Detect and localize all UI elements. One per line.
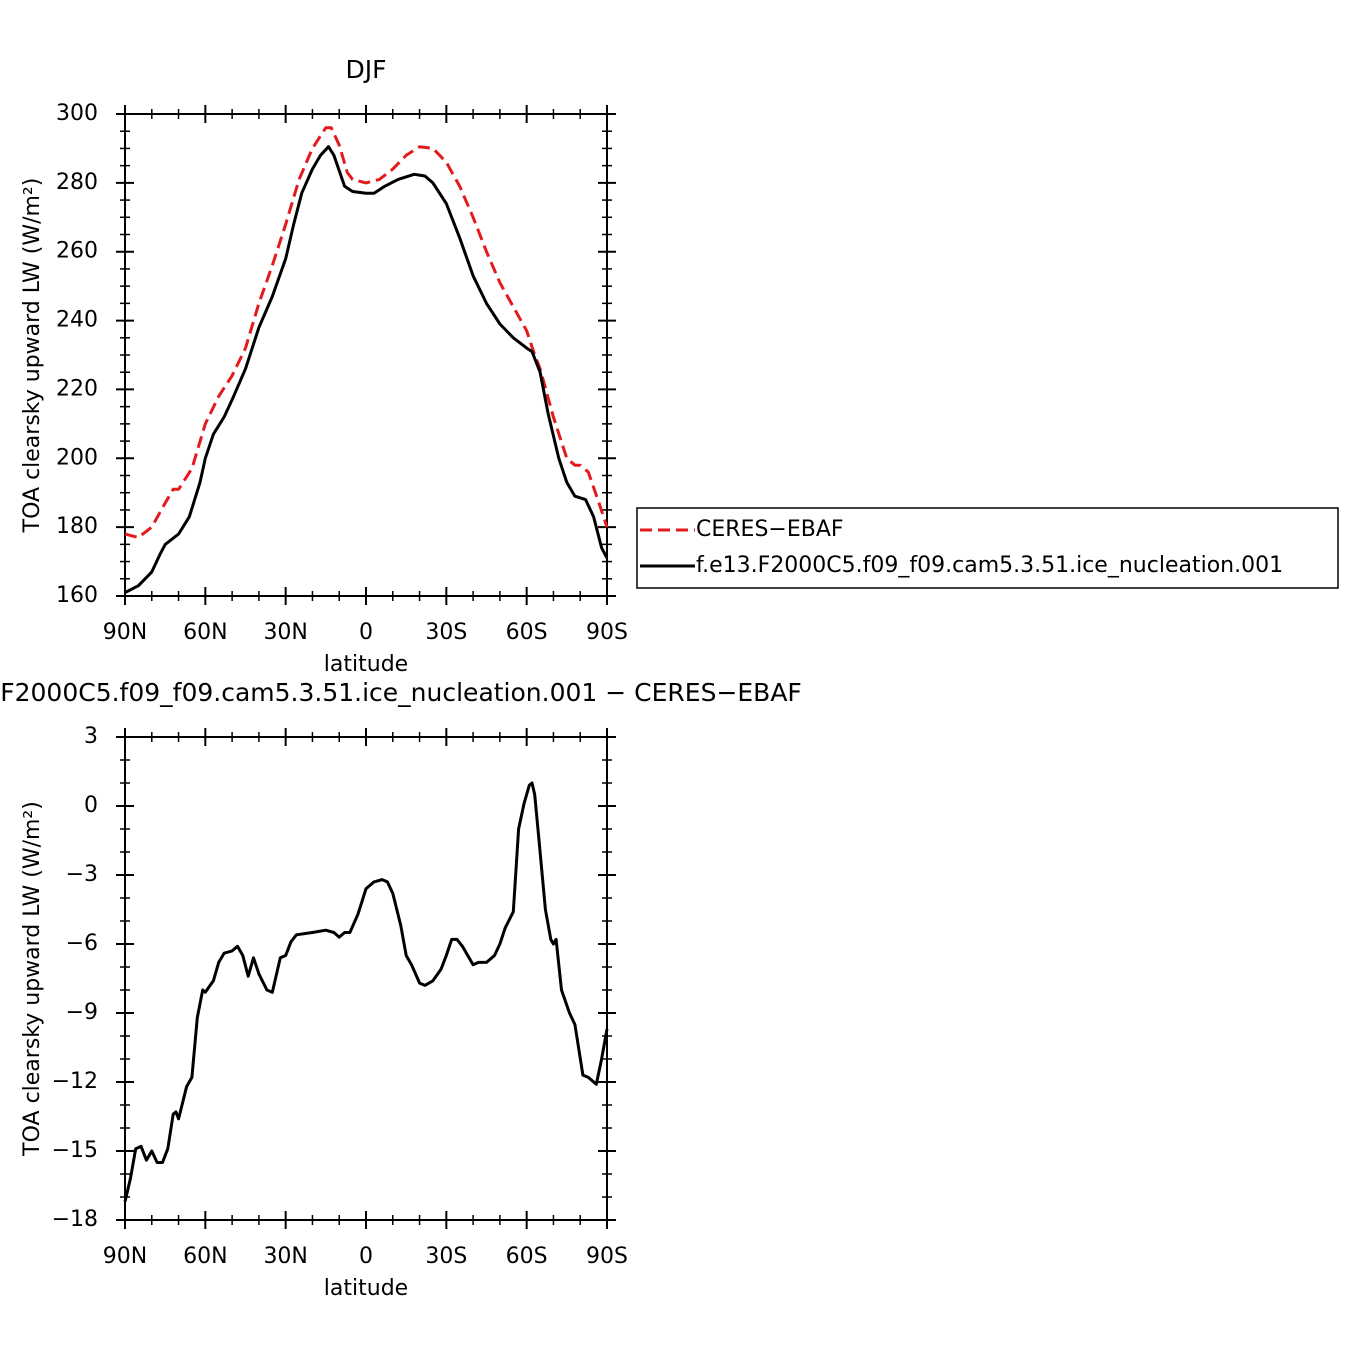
x-tick-label: 90N: [103, 1244, 147, 1269]
y-tick-label: 300: [56, 101, 98, 126]
chart-title: DJF: [345, 55, 386, 84]
x-tick-label: 60S: [506, 620, 548, 645]
y-tick-label: −12: [52, 1069, 98, 1094]
x-axis-label: latitude: [324, 652, 408, 677]
x-tick-label: 30N: [263, 1244, 307, 1269]
x-axis-label: latitude: [324, 1276, 408, 1301]
y-tick-label: 0: [84, 793, 98, 818]
x-tick-label: 90N: [103, 620, 147, 645]
x-tick-label: 90S: [586, 1244, 628, 1269]
x-tick-label: 30N: [263, 620, 307, 645]
y-tick-label: 240: [56, 308, 98, 333]
y-tick-label: −9: [66, 1000, 98, 1025]
y-tick-label: 220: [56, 376, 98, 401]
x-tick-label: 30S: [425, 620, 467, 645]
x-tick-label: 0: [359, 620, 373, 645]
data-line: [123, 781, 609, 1202]
y-tick-label: 180: [56, 514, 98, 539]
data-line: [124, 145, 609, 594]
y-tick-label: −6: [66, 931, 98, 956]
legend-label: f.e13.F2000C5.f09_f09.cam5.3.51.ice_nucl…: [696, 553, 1283, 578]
chart-title: f.e13.F2000C5.f09_f09.cam5.3.51.ice_nucl…: [0, 678, 802, 707]
y-tick-label: 200: [56, 445, 98, 470]
y-tick-label: −3: [66, 862, 98, 887]
y-tick-label: 260: [56, 239, 98, 264]
x-tick-label: 90S: [586, 620, 628, 645]
data-line: [124, 126, 609, 539]
legend-label: CERES−EBAF: [696, 517, 844, 542]
y-tick-label: −15: [52, 1138, 98, 1163]
y-axis-label: TOA clearsky upward LW (W/m²): [20, 801, 45, 1157]
x-tick-label: 60N: [183, 620, 227, 645]
y-tick-label: −18: [52, 1207, 98, 1232]
x-tick-label: 60N: [183, 1244, 227, 1269]
x-tick-label: 0: [359, 1244, 373, 1269]
y-tick-label: 160: [56, 583, 98, 608]
y-tick-label: 3: [84, 724, 98, 749]
y-tick-label: 280: [56, 170, 98, 195]
x-tick-label: 30S: [425, 1244, 467, 1269]
y-axis-label: TOA clearsky upward LW (W/m²): [20, 178, 45, 534]
legend-box: [636, 507, 1339, 589]
x-tick-label: 60S: [506, 1244, 548, 1269]
